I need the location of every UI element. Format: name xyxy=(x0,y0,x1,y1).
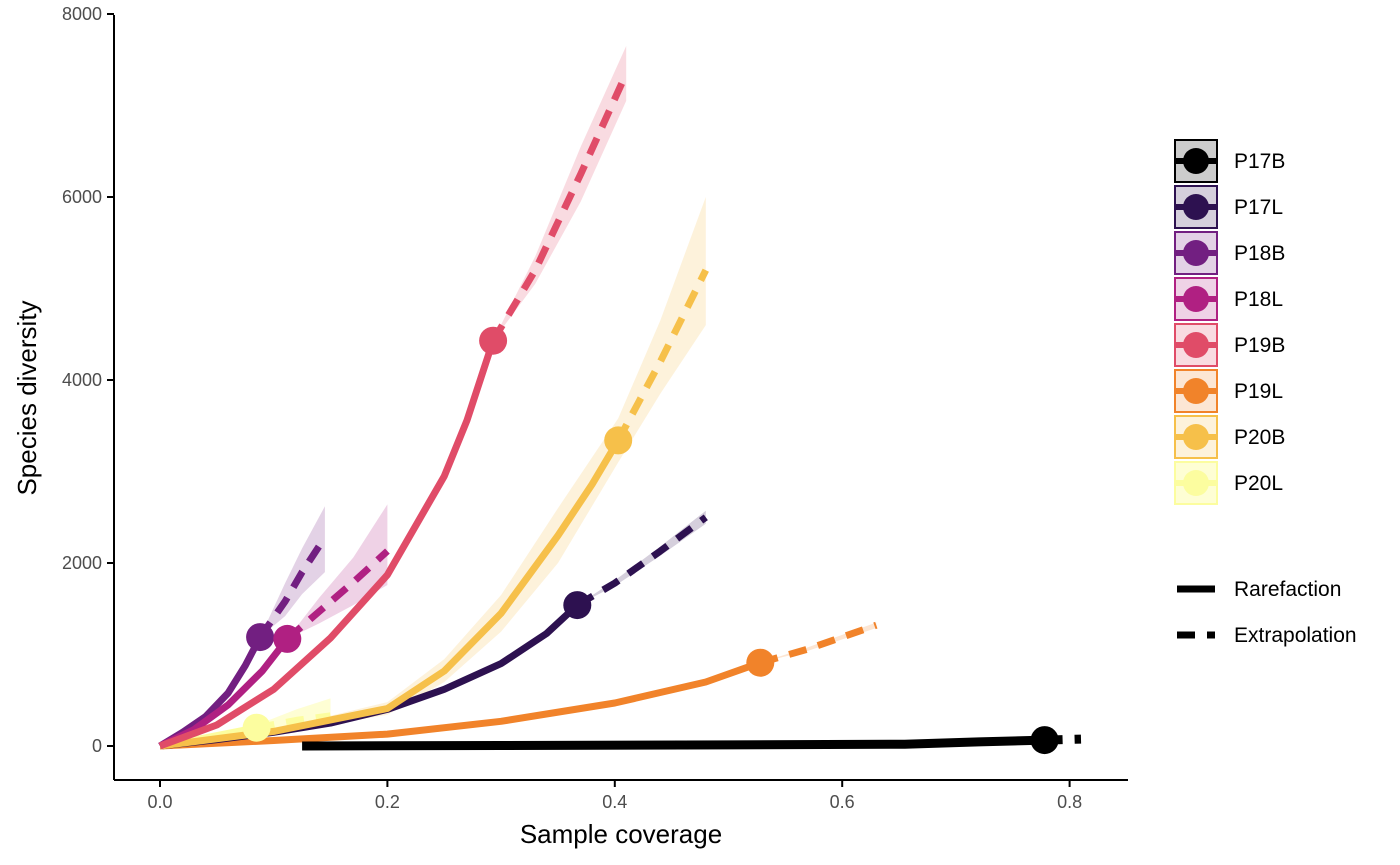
legend-linetype-rarefaction: Rarefaction xyxy=(1177,578,1341,601)
legend-key-point xyxy=(1183,470,1209,496)
legend-key-point xyxy=(1183,194,1209,220)
legend-linetype-label: Extrapolation xyxy=(1234,624,1357,647)
legend-item-p20b: P20B xyxy=(1174,415,1285,459)
legend-key-point xyxy=(1183,148,1209,174)
legend-item-p20l: P20L xyxy=(1174,461,1283,505)
extrapolation-line-p17l xyxy=(575,514,708,609)
legend-key-point xyxy=(1183,240,1209,266)
y-tick-label: 8000 xyxy=(62,4,102,24)
x-tick-label: 0.6 xyxy=(830,792,855,812)
x-tick-label: 0.2 xyxy=(375,792,400,812)
x-axis-title: Sample coverage xyxy=(520,819,722,849)
legend-label: P18B xyxy=(1234,242,1285,265)
legend-label: P19L xyxy=(1234,380,1283,403)
legend-label: P18L xyxy=(1234,288,1283,311)
legend-item-p18l: P18L xyxy=(1174,277,1283,321)
legend-item-p17l: P17L xyxy=(1174,185,1283,229)
extrapolation-line-p18b xyxy=(257,535,328,640)
y-tick-label: 0 xyxy=(92,736,102,756)
legend-label: P20L xyxy=(1234,472,1283,495)
legend-key-point xyxy=(1183,378,1209,404)
legend-key-point xyxy=(1183,286,1209,312)
legend-label: P20B xyxy=(1234,426,1285,449)
extrapolation-line-p19b xyxy=(490,72,630,343)
legend-linetype-label: Rarefaction xyxy=(1234,578,1341,601)
x-ticks: 0.0 0.2 0.4 0.6 0.8 xyxy=(147,780,1082,812)
observed-point-p18l xyxy=(273,624,302,653)
ci-band-p20b xyxy=(160,197,706,746)
axes xyxy=(113,15,1128,781)
observed-point-layer xyxy=(242,326,1059,755)
legend-item-p19b: P19B xyxy=(1174,323,1285,367)
legend-label: P19B xyxy=(1234,334,1285,357)
legend-key-point xyxy=(1183,332,1209,358)
y-axis-title: Species diversity xyxy=(12,300,42,495)
legend-linetype-extrapolation: Extrapolation xyxy=(1177,624,1357,647)
y-tick-label: 4000 xyxy=(62,370,102,390)
ci-band-p17l xyxy=(577,510,706,606)
observed-point-p19l xyxy=(746,648,775,677)
y-ticks: 0 2000 4000 6000 8000 xyxy=(62,4,114,756)
observed-point-p19b xyxy=(479,326,508,355)
legend-label: P17B xyxy=(1234,150,1285,173)
legend: P17B P17L P18B P18L P19B P19L P20B P20L Rarefact… xyxy=(1174,139,1357,647)
y-tick-label: 6000 xyxy=(62,187,102,207)
y-tick-label: 2000 xyxy=(62,553,102,573)
x-tick-label: 0.4 xyxy=(602,792,627,812)
series-line-layer xyxy=(158,72,1082,751)
observed-point-p18b xyxy=(246,623,275,652)
legend-item-p17b: P17B xyxy=(1174,139,1285,183)
observed-point-p17b xyxy=(1030,726,1059,755)
rarefaction-line-p19b xyxy=(158,339,497,750)
x-tick-label: 0.0 xyxy=(147,792,172,812)
observed-point-p20l xyxy=(242,713,271,742)
extrapolation-line-p18l xyxy=(285,548,390,642)
extrapolation-line-p20b xyxy=(615,268,709,443)
x-tick-label: 0.8 xyxy=(1057,792,1082,812)
observed-point-p20b xyxy=(604,426,633,455)
observed-point-p17l xyxy=(563,591,592,620)
legend-item-p19l: P19L xyxy=(1174,369,1283,413)
rarefaction-line-p19l xyxy=(159,659,762,750)
legend-label: P17L xyxy=(1234,196,1283,219)
rarefaction-line-p20b xyxy=(159,438,622,750)
legend-item-p18b: P18B xyxy=(1174,231,1285,275)
legend-key-point xyxy=(1183,424,1209,450)
rarefaction-line-p17b xyxy=(302,735,1045,751)
ci-band-p18b xyxy=(260,506,325,638)
ci-band-p19b xyxy=(493,46,627,341)
extrapolation-line-p19l xyxy=(759,621,878,667)
